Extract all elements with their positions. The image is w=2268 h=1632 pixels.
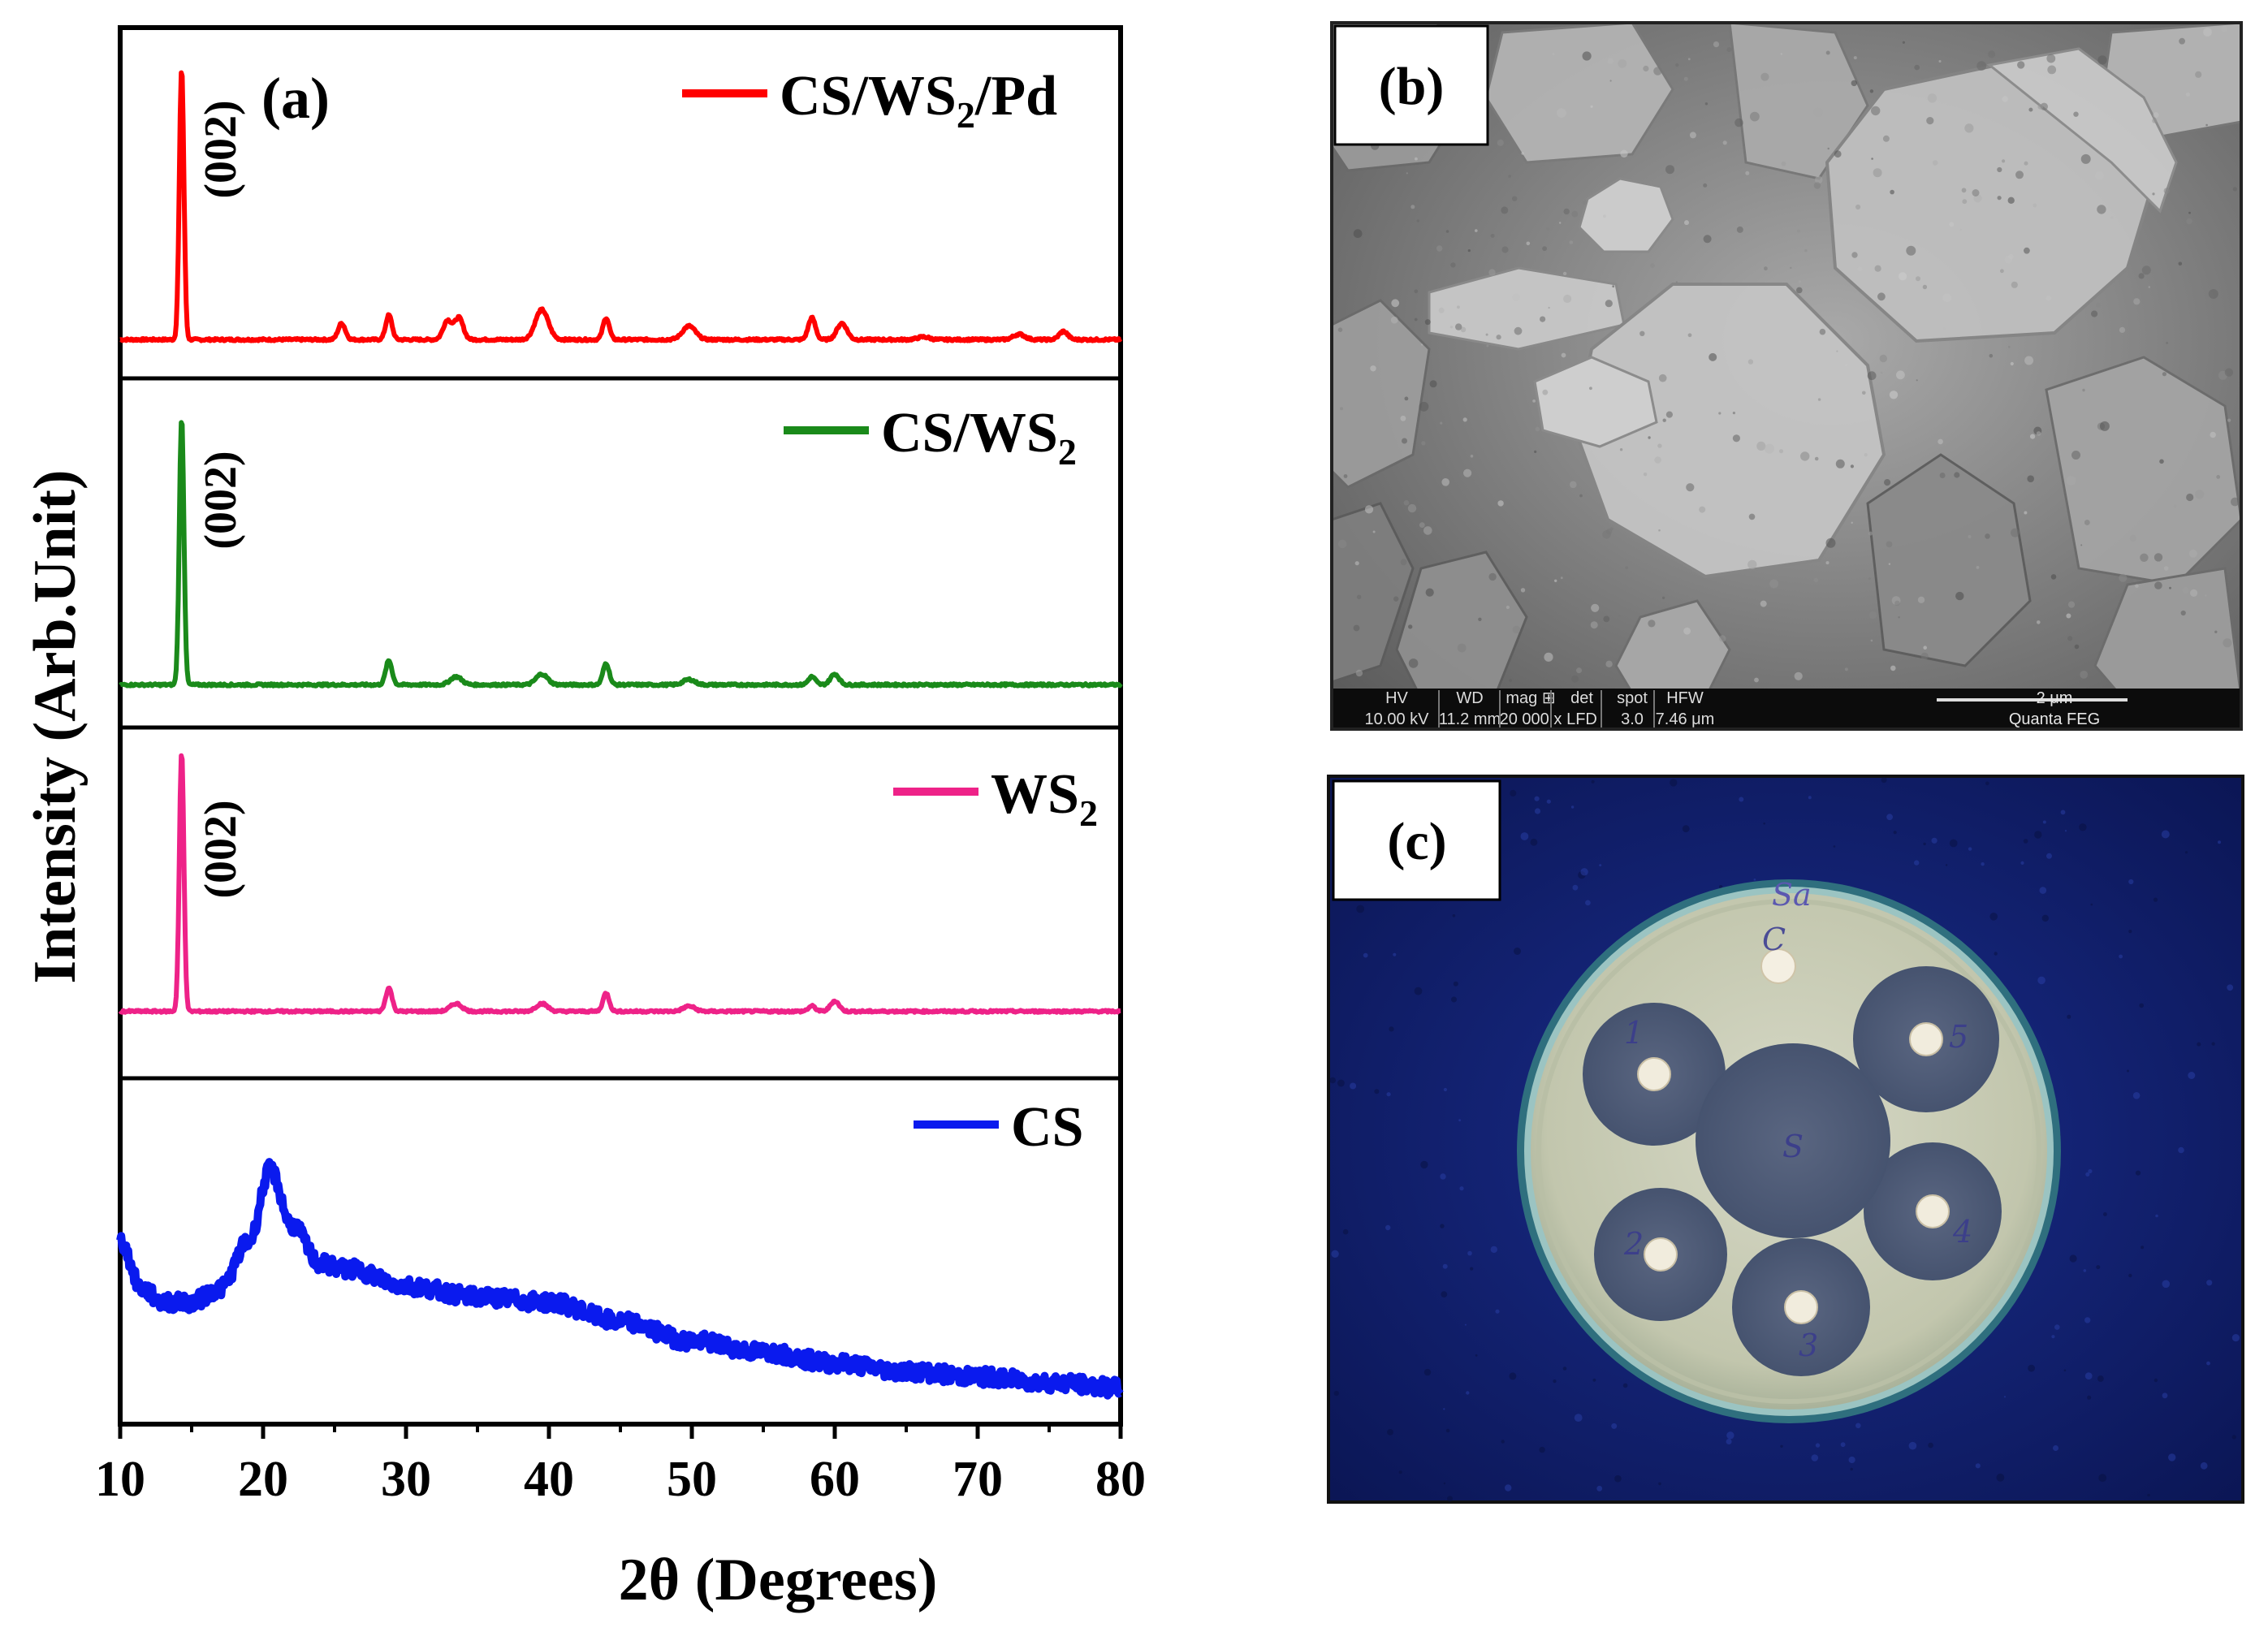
sem-scale-bar-label: 2 μm (2037, 689, 2073, 707)
antibacterial-plate-panel: 1 2 3 4 5 S C Sa (c) (1327, 775, 2244, 1504)
peak-label-002: (002) (196, 451, 246, 549)
sem-info-value: 11.2 mm (1439, 710, 1501, 728)
x-tick-label: 60 (810, 1452, 860, 1507)
legend-label: CS (1011, 1096, 1083, 1159)
panel-label-a: (a) (261, 66, 330, 131)
x-tick-label: 10 (95, 1452, 145, 1507)
x-tick-label: 80 (1095, 1452, 1146, 1507)
peak-label-002: (002) (196, 100, 246, 198)
sem-instrument-label: Quanta FEG (2009, 710, 2100, 728)
sem-info-value: 10.00 kV (1365, 710, 1430, 728)
panel-label-box-c (1332, 779, 1501, 901)
sem-info-header: mag ⊞ (1506, 689, 1555, 707)
sem-info-header: spot (1617, 689, 1648, 707)
sem-info-value: LFD (1566, 710, 1597, 728)
x-tick-label: 30 (381, 1452, 431, 1507)
well-label: 4 (1952, 1214, 1972, 1250)
series-line-cs-ws2-pd (119, 70, 1123, 343)
sample-disc (1637, 1057, 1671, 1091)
sample-disc (1644, 1237, 1678, 1271)
legend-label: WS2 (991, 763, 1098, 834)
well-label: 1 (1624, 1015, 1644, 1051)
sem-image-panel: HV 10.00 kV WD 11.2 mm mag ⊞ 20 000 x det LFD sp… (1330, 21, 2243, 731)
sem-info-header: HFW (1666, 689, 1704, 707)
control-label: C (1762, 922, 1786, 957)
series-line-cs-ws2 (119, 420, 1123, 689)
xrd-chart: CS/WS2/Pd CS/WS2 WS2 CS (002) (002) (002) 10 2… (22, 25, 1146, 1613)
x-tick-label: 50 (667, 1452, 717, 1507)
sem-info-header: det (1570, 689, 1593, 707)
control-disc (1760, 948, 1796, 984)
well-label: S (1782, 1129, 1804, 1164)
inhibition-zone (1696, 1043, 1890, 1238)
x-tick-label: 70 (953, 1452, 1003, 1507)
legend-label: CS/WS2/Pd (780, 65, 1057, 136)
panel-label-b: (b) (1379, 57, 1445, 116)
panel-label-c: (c) (1387, 812, 1446, 871)
sem-info-bar: HV 10.00 kV WD 11.2 mm mag ⊞ 20 000 x det LFD sp… (1332, 689, 2241, 729)
x-tick-label: 40 (524, 1452, 574, 1507)
sample-disc (1909, 1022, 1943, 1056)
sem-info-value: 7.46 μm (1656, 710, 1715, 728)
sem-info-value: 3.0 (1621, 710, 1644, 728)
well-label: 3 (1799, 1328, 1818, 1363)
series-line-ws2 (118, 753, 1122, 1015)
sem-info-value: 20 000 x (1500, 710, 1562, 728)
x-axis-label: 2θ (Degrees) (619, 1547, 938, 1613)
legend-label: CS/WS2 (881, 402, 1077, 473)
sample-disc (1784, 1290, 1818, 1324)
peak-label-002: (002) (196, 800, 246, 898)
sem-info-header: WD (1456, 689, 1483, 707)
sem-info-header: HV (1385, 689, 1408, 707)
series-line-cs (116, 1158, 1124, 1400)
sample-disc (1916, 1194, 1950, 1228)
y-axis-label: Intensity (Arb.Unit) (22, 469, 89, 983)
well-label: 5 (1949, 1019, 1968, 1055)
panel-label-box-b (1333, 24, 1489, 146)
x-tick-label: 20 (238, 1452, 288, 1507)
well-label: 2 (1623, 1226, 1644, 1262)
plate-title-label: Sa (1772, 877, 1812, 913)
